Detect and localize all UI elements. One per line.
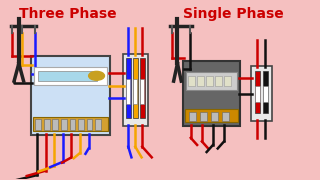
Bar <box>254 71 260 113</box>
Bar <box>95 119 101 130</box>
Bar <box>263 86 268 102</box>
Bar <box>211 112 218 121</box>
Text: Single Phase: Single Phase <box>183 7 283 21</box>
Bar <box>69 119 75 130</box>
Bar <box>87 119 92 130</box>
FancyBboxPatch shape <box>123 54 148 126</box>
FancyBboxPatch shape <box>34 67 107 85</box>
Bar <box>255 86 260 102</box>
Bar <box>263 71 268 113</box>
FancyBboxPatch shape <box>183 61 240 126</box>
FancyBboxPatch shape <box>251 66 272 121</box>
Bar <box>215 76 222 86</box>
Bar <box>35 119 41 130</box>
Bar <box>52 119 58 130</box>
FancyBboxPatch shape <box>186 72 237 90</box>
Bar <box>206 76 213 86</box>
Bar <box>185 109 238 122</box>
Bar <box>61 119 67 130</box>
Bar <box>126 79 130 104</box>
Bar <box>140 79 144 104</box>
Bar <box>38 71 97 81</box>
Bar <box>126 58 131 118</box>
Bar <box>222 112 229 121</box>
Bar <box>33 117 108 131</box>
Bar <box>133 58 138 118</box>
Bar <box>133 79 137 104</box>
Bar <box>188 112 196 121</box>
Text: Three Phase: Three Phase <box>19 7 117 21</box>
Bar <box>224 76 231 86</box>
Bar <box>197 76 204 86</box>
Bar <box>78 119 84 130</box>
Bar <box>200 112 207 121</box>
Bar <box>188 76 195 86</box>
Bar <box>140 58 145 118</box>
Circle shape <box>89 71 105 80</box>
FancyBboxPatch shape <box>31 56 110 135</box>
Bar <box>44 119 50 130</box>
